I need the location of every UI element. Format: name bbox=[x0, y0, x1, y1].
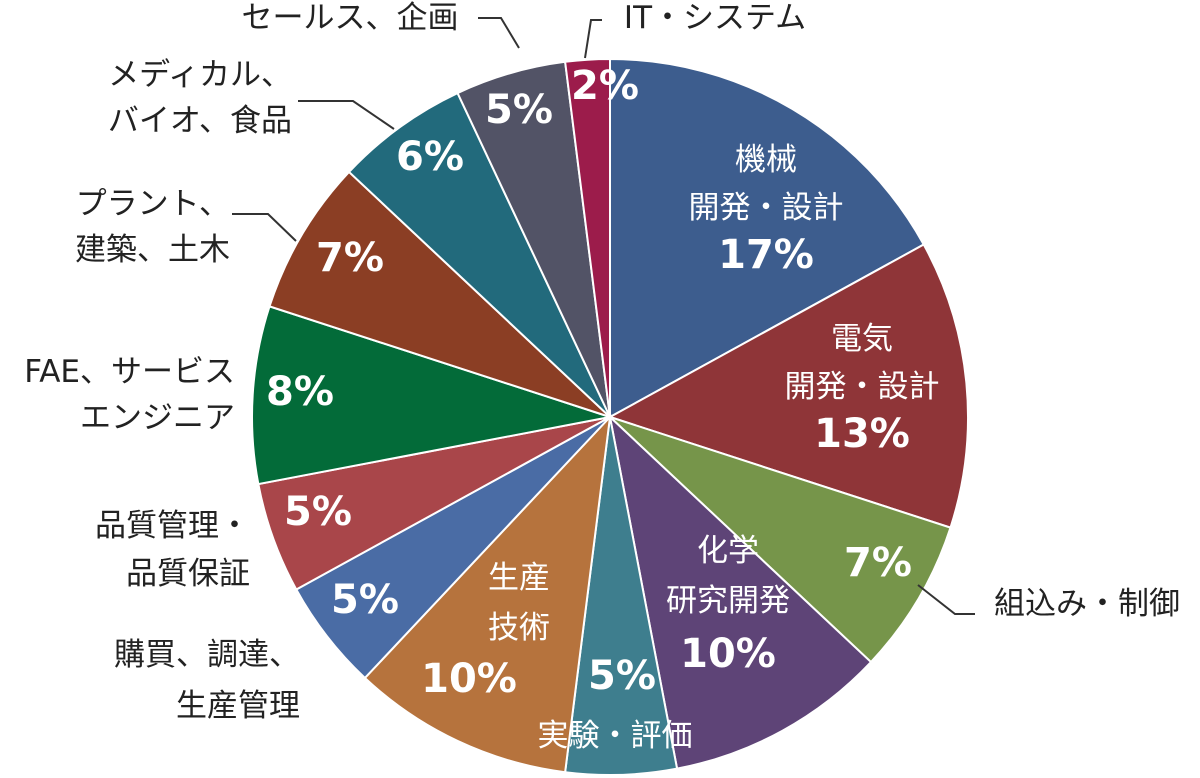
slice-category-label: 生産 bbox=[488, 560, 550, 596]
slice-percent-label: 7% bbox=[316, 235, 384, 281]
slice-category-label: 電気 bbox=[831, 321, 893, 357]
slice-percent-label: 10% bbox=[421, 656, 517, 702]
slice-category-label: 技術 bbox=[488, 610, 550, 646]
slice-category-label: 生産管理 bbox=[176, 688, 300, 724]
slice-category-label: エンジニア bbox=[80, 400, 235, 436]
leader-line bbox=[584, 19, 602, 59]
leader-line bbox=[478, 17, 520, 49]
slice-category-label: 品質保証 bbox=[126, 556, 250, 592]
pie-slice bbox=[268, 170, 611, 418]
slice-category-label: 開発・設計 bbox=[785, 369, 940, 405]
slice-percent-label: 13% bbox=[814, 411, 910, 457]
slice-percent-label: 2% bbox=[571, 63, 639, 109]
pie-slice bbox=[251, 305, 611, 486]
slice-percent-label: 17% bbox=[718, 232, 814, 278]
slice-percent-label: 5% bbox=[588, 653, 656, 699]
pie-slices bbox=[251, 57, 969, 776]
pie-slice bbox=[609, 416, 952, 664]
slice-percent-label: 8% bbox=[266, 369, 334, 415]
slice-category-label: メディカル、 bbox=[108, 57, 292, 93]
pie-slice bbox=[609, 57, 926, 419]
slice-percent-label: 5% bbox=[331, 577, 399, 623]
slice-category-label: バイオ、食品 bbox=[108, 103, 292, 139]
slice-category-label: プラント、 bbox=[76, 186, 230, 222]
percent-labels: 17% 13% 7% 10% 5% 10% 5% 5% 8% 7% 6% 5% 2% bbox=[266, 63, 912, 702]
slice-percent-label: 5% bbox=[284, 489, 352, 535]
slice-category-label: 実験・評価 bbox=[538, 718, 693, 754]
slice-category-label: 建築、土木 bbox=[75, 232, 230, 268]
slice-category-label: 組込み・制御 bbox=[994, 586, 1180, 622]
slice-percent-label: 6% bbox=[396, 134, 464, 180]
leader-line bbox=[917, 584, 975, 615]
slice-category-label: 開発・設計 bbox=[689, 190, 844, 226]
slice-category-label: 研究開発 bbox=[666, 583, 790, 619]
slice-category-label: 品質管理・ bbox=[95, 508, 250, 544]
pie-slice bbox=[564, 57, 611, 418]
leader-line bbox=[298, 100, 395, 130]
pie-slice bbox=[363, 414, 612, 774]
leader-lines bbox=[232, 17, 975, 615]
slice-percent-label: 5% bbox=[485, 87, 553, 133]
slice-percent-label: 7% bbox=[844, 540, 912, 586]
slice-category-label: FAE、サービス bbox=[24, 354, 235, 390]
slice-percent-label: 10% bbox=[680, 631, 776, 677]
pie-slice bbox=[608, 414, 873, 770]
slice-category-label: セールス、企画 bbox=[242, 0, 459, 36]
slice-category-label: 購買、調達、 bbox=[114, 637, 300, 673]
slice-category-label: 機械 bbox=[735, 142, 797, 178]
pie-slice bbox=[607, 243, 969, 529]
leader-line bbox=[232, 213, 297, 242]
slice-category-label: 化学 bbox=[697, 533, 759, 569]
slice-category-label: IT・システム bbox=[624, 0, 806, 36]
pie-slice bbox=[347, 91, 611, 418]
